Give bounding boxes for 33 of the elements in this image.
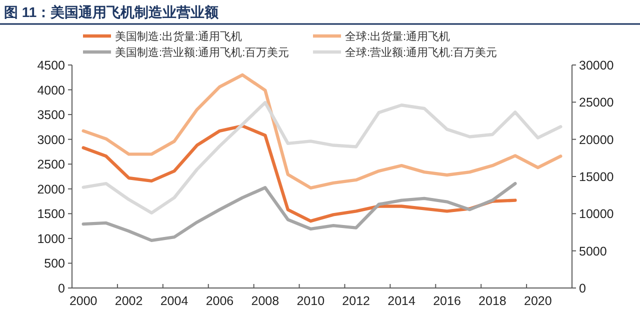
y2-tick-label: 0 [579,282,586,296]
y-tick-label: 2500 [37,158,66,172]
x-tick-label: 2012 [342,294,370,308]
x-tick-label: 2008 [251,294,280,308]
legend-label: 全球:营业额:通用飞机:百万美元 [345,46,498,59]
x-tick-label: 2004 [160,294,188,308]
legend-label: 全球:出货量:通用飞机 [345,30,450,43]
x-tick-label: 2016 [433,294,461,308]
y-tick-label: 1000 [37,232,66,246]
chart-title: 图 11：美国通用飞机制造业营业额 [4,4,220,20]
y2-tick-label: 5000 [579,244,607,258]
y2-tick-label: 10000 [579,207,614,222]
x-tick-label: 2020 [524,294,552,308]
y-tick-label: 2000 [37,182,66,196]
legend-label: 美国制造:出货量:通用飞机 [115,30,242,43]
y2-tick-label: 30000 [579,58,614,72]
x-tick-label: 2006 [206,294,234,308]
y-tick-label: 4000 [37,83,66,98]
x-tick-label: 2018 [478,294,506,308]
y-tick-label: 3500 [37,108,66,122]
y-tick-label: 4500 [37,58,66,72]
x-tick-label: 2002 [114,294,143,308]
y-tick-label: 0 [58,282,66,296]
y2-tick-label: 20000 [579,132,614,147]
y2-tick-label: 25000 [579,96,614,110]
x-tick-label: 2000 [69,294,98,308]
y-tick-label: 500 [44,256,66,271]
x-tick-label: 2010 [296,294,325,308]
y-tick-label: 3000 [37,132,66,147]
y2-tick-label: 15000 [579,170,614,184]
y-tick-label: 1500 [37,207,66,222]
x-tick-label: 2014 [388,294,416,308]
legend-label: 美国制造:营业额:通用飞机:百万美元 [115,46,290,59]
